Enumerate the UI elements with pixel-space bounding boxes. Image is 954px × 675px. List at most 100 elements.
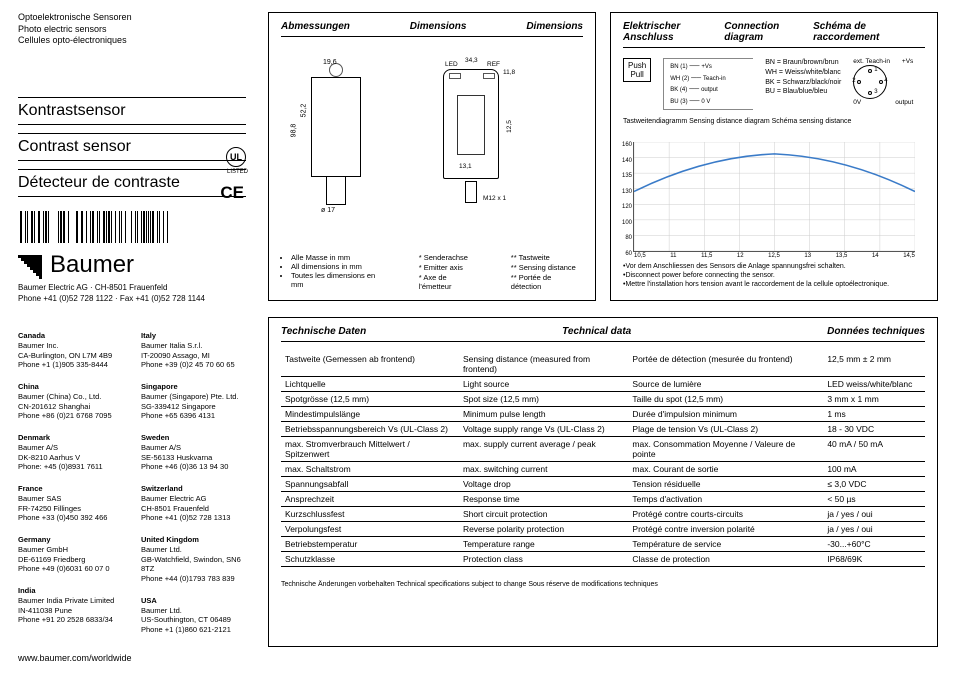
ul-listed: LISTED <box>227 169 248 175</box>
office-block: SwitzerlandBaumer Electric AGCH-8501 Fra… <box>141 484 246 523</box>
tech-cell: Light source <box>459 377 628 392</box>
chart-xlabel: 13 <box>804 253 811 263</box>
ul-mark: UL <box>226 147 246 167</box>
tech-hd-de: Technische Daten <box>281 326 366 337</box>
dimension-drawing-front: LED 34,3 REF 11,8 12,5 13,1 M12 x 1 <box>421 47 541 217</box>
product-category: Optoelektronische Sensoren Photo electri… <box>18 12 246 47</box>
sensing-distance-chart: 1601401351301201008060 10,51111,51212,51… <box>633 142 915 252</box>
office-block: United KingdomBaumer Ltd.GB-Watchfield, … <box>141 535 246 584</box>
chart-ylabel: 140 <box>622 158 632 164</box>
dim-hinner: 12,5 <box>506 120 513 133</box>
tech-cell: IP68/69K <box>823 552 925 567</box>
dims-hd-de: Abmessungen <box>281 21 350 32</box>
wire-legend: BN = Braun/brown/brunWH = Weiss/white/bl… <box>765 58 841 97</box>
dim-led: LED <box>445 61 458 68</box>
title-en: Contrast sensor <box>18 133 246 161</box>
office-block: DenmarkBaumer A/SDK-8210 Aarhus VPhone: … <box>18 433 123 472</box>
tech-cell: Tastweite (Gemessen ab frontend) <box>281 352 459 377</box>
tech-cell: Schutzklasse <box>281 552 459 567</box>
dim-star: ** Tastweite <box>511 253 583 263</box>
tech-cell: Durée d'impulsion minimum <box>628 407 823 422</box>
chart-xlabel: 13,5 <box>836 253 848 263</box>
office-block: IndiaBaumer India Private LimitedIN-4110… <box>18 586 123 625</box>
dim-wtop: 19,6 <box>323 59 337 66</box>
ce-mark: CE <box>220 183 244 203</box>
conn-hd-fr: Schéma de raccordement <box>813 21 925 43</box>
tech-table: Tastweite (Gemessen ab frontend)Sensing … <box>281 352 925 567</box>
tech-cell: max. Stromverbrauch Mittelwert / Spitzen… <box>281 437 459 462</box>
dim-note: All dimensions in mm <box>291 262 389 271</box>
dim-star: ** Sensing distance <box>511 263 583 273</box>
tech-cell: < 50 µs <box>823 492 925 507</box>
dim-diam: ø 17 <box>321 207 335 214</box>
chart-ylabel: 60 <box>625 251 632 257</box>
dimensions-panel: Abmessungen Dimensions Dimensions 19,6 9… <box>268 12 596 301</box>
tech-cell: Temps d'activation <box>628 492 823 507</box>
wire-line: BK (4) ── output <box>670 84 747 96</box>
chart-xlabel: 14,5 <box>903 253 915 263</box>
tech-cell: Portée de détection (mesurée du frontend… <box>628 352 823 377</box>
office-block: SwedenBaumer A/SSE-56133 HuskvarnaPhone … <box>141 433 246 472</box>
connection-warnings: •Vor dem Anschliessen des Sensors die An… <box>623 262 925 289</box>
cat-de: Optoelektronische Sensoren <box>18 12 246 24</box>
office-block: SingaporeBaumer (Singapore) Pte. Ltd.SG-… <box>141 382 246 421</box>
tech-cell: Spot size (12,5 mm) <box>459 392 628 407</box>
tech-cell: max. Schaltstrom <box>281 462 459 477</box>
pin4: 4 <box>884 78 887 84</box>
tech-cell: ja / yes / oui <box>823 507 925 522</box>
wire-legend-line: BK = Schwarz/black/noir <box>765 78 841 88</box>
chart-ylabel: 100 <box>622 220 632 226</box>
tech-cell: Ansprechzeit <box>281 492 459 507</box>
tech-cell: Source de lumière <box>628 377 823 392</box>
tech-cell: max. Consommation Moyenne / Valeure de p… <box>628 437 823 462</box>
tech-cell: Protégé contre inversion polarité <box>628 522 823 537</box>
tech-cell: Minimum pulse length <box>459 407 628 422</box>
pin1: 1 <box>874 67 877 73</box>
wire-legend-line: BU = Blau/blue/bleu <box>765 87 841 97</box>
chart-xlabel: 12 <box>737 253 744 263</box>
tech-cell: -30...+60°C <box>823 537 925 552</box>
chart-ylabel: 80 <box>625 235 632 241</box>
conn-ext: ext. Teach-in <box>853 58 890 65</box>
dim-wr: 11,8 <box>503 69 515 76</box>
office-block: ItalyBaumer Italia S.r.l.IT-20090 Assago… <box>141 331 246 370</box>
tech-cell: max. switching current <box>459 462 628 477</box>
wire-diagram: BN (1) ── +VsWH (2) ── Teach-inBK (4) ──… <box>663 58 753 110</box>
office-block: GermanyBaumer GmbHDE-61169 FriedbergPhon… <box>18 535 123 574</box>
tech-cell: ja / yes / oui <box>823 522 925 537</box>
conn-vs: +Vs <box>902 58 913 65</box>
chart-ylabel: 135 <box>622 173 632 179</box>
connector-diagram: ext. Teach-in +Vs 1 2 3 4 <box>853 58 913 106</box>
tech-cell: Betriebsspannungsbereich Vs (UL-Class 2) <box>281 422 459 437</box>
dim-star: * Emitter axis <box>419 263 481 273</box>
pin2: 2 <box>852 78 855 84</box>
office-block: USABaumer Ltd.US-Southington, CT 06489Ph… <box>141 596 246 635</box>
chart-ylabel: 130 <box>622 189 632 195</box>
company-address: Baumer Electric AG · CH-8501 Frauenfeld <box>18 283 246 292</box>
chart-title: Tastweitendiagramm Sensing distance diag… <box>623 118 925 125</box>
dim-star: * Senderachse <box>419 253 481 263</box>
tech-cell: Verpolungsfest <box>281 522 459 537</box>
tech-cell: Response time <box>459 492 628 507</box>
wire-legend-line: WH = Weiss/white/blanc <box>765 68 841 78</box>
pushpull-box: PushPull <box>623 58 651 82</box>
tech-hd-en: Technical data <box>562 326 631 337</box>
wire-line: BN (1) ── +Vs <box>670 61 747 73</box>
tech-cell: Temperature range <box>459 537 628 552</box>
tech-cell: 18 - 30 VDC <box>823 422 925 437</box>
dimension-notes: Alle Masse in mmAll dimensions in mmTout… <box>281 253 583 292</box>
conn-out: output <box>895 99 913 106</box>
dim-note: Toutes les dimensions en mm <box>291 271 389 289</box>
tech-cell: Voltage supply range Vs (UL-Class 2) <box>459 422 628 437</box>
tech-cell: 40 mA / 50 mA <box>823 437 925 462</box>
tech-cell: Spotgrösse (12,5 mm) <box>281 392 459 407</box>
wire-line: BU (3) ── 0 V <box>670 96 747 108</box>
dims-hd-fr: Dimensions <box>526 21 583 32</box>
warning-line: •Mettre l'installation hors tension avan… <box>623 280 925 289</box>
tech-cell: ≤ 3,0 VDC <box>823 477 925 492</box>
barcode <box>18 211 246 243</box>
tech-cell: Spannungsabfall <box>281 477 459 492</box>
tech-cell: Tension résiduelle <box>628 477 823 492</box>
company-phone: Phone +41 (0)52 728 1122 · Fax +41 (0)52… <box>18 294 246 303</box>
tech-cell: Protégé contre courts-circuits <box>628 507 823 522</box>
